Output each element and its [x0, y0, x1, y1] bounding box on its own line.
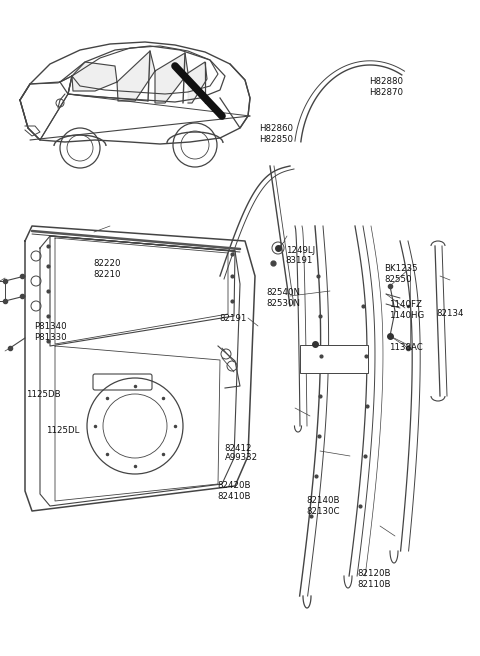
Text: 1125DB: 1125DB: [26, 390, 61, 400]
Text: A99332: A99332: [225, 453, 258, 462]
Text: 82540N
82530N: 82540N 82530N: [266, 288, 300, 308]
Polygon shape: [155, 53, 188, 103]
Text: H82880
H82870: H82880 H82870: [370, 77, 404, 96]
Text: 82120B
82110B: 82120B 82110B: [358, 569, 391, 588]
Text: 82412: 82412: [225, 444, 252, 453]
Polygon shape: [72, 62, 117, 91]
Text: 83191: 83191: [286, 256, 313, 265]
Polygon shape: [117, 51, 155, 101]
Text: H82860
H82850: H82860 H82850: [259, 124, 293, 144]
Bar: [300, 345, 368, 373]
Text: 1125DL: 1125DL: [46, 426, 79, 435]
Text: 1249LJ: 1249LJ: [286, 246, 315, 255]
Text: 1140FZ
1140HG: 1140FZ 1140HG: [389, 300, 424, 319]
Text: P81340
P81330: P81340 P81330: [35, 322, 67, 342]
Text: 82420B
82410B: 82420B 82410B: [217, 481, 251, 501]
Text: BK1235
82550: BK1235 82550: [384, 264, 418, 284]
Text: 82140B
82130C: 82140B 82130C: [306, 497, 340, 516]
Text: 82134: 82134: [437, 309, 464, 318]
Polygon shape: [188, 62, 207, 103]
Text: 82220
82210: 82220 82210: [94, 259, 121, 279]
Text: 82191: 82191: [219, 314, 246, 323]
Text: 1138AC: 1138AC: [389, 343, 422, 352]
